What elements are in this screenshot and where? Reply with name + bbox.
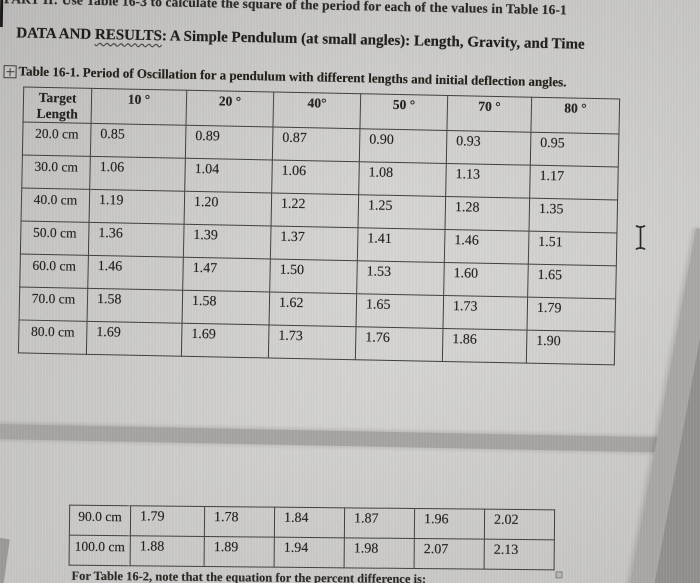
- period-cell[interactable]: 2.02: [484, 509, 555, 540]
- period-cell[interactable]: 1.79: [130, 505, 205, 537]
- table-16-1-continued: 90.0 cm 1.79 1.78 1.84 1.87 1.96 2.02 100.0 cm 1…: [69, 505, 556, 571]
- footer-note[interactable]: For Table 16-2, note that the equation f…: [71, 568, 427, 583]
- length-cell[interactable]: 90.0 cm: [69, 505, 131, 536]
- photo-corner-artifact: [0, 0, 4, 28]
- period-cell[interactable]: 1.94: [274, 537, 345, 568]
- length-cell[interactable]: 100.0 cm: [69, 535, 131, 566]
- period-cell[interactable]: 2.13: [484, 539, 555, 570]
- period-cell[interactable]: 1.96: [414, 508, 485, 540]
- text-ibeam-cursor-icon: [634, 224, 647, 256]
- period-cell[interactable]: 1.89: [204, 536, 275, 568]
- period-cell[interactable]: 1.98: [344, 537, 415, 569]
- period-cell[interactable]: 1.87: [344, 507, 415, 539]
- period-cell[interactable]: 2.07: [414, 538, 485, 570]
- period-cell[interactable]: 1.78: [204, 506, 275, 538]
- table-row: 100.0 cm 1.88 1.89 1.94 1.98 2.07 2.13: [69, 535, 555, 570]
- table-row: 90.0 cm 1.79 1.78 1.84 1.87 1.96 2.02: [69, 505, 555, 540]
- period-cell[interactable]: 1.84: [274, 507, 345, 538]
- table-resize-handle[interactable]: [555, 571, 563, 579]
- period-cell[interactable]: 1.88: [130, 535, 205, 567]
